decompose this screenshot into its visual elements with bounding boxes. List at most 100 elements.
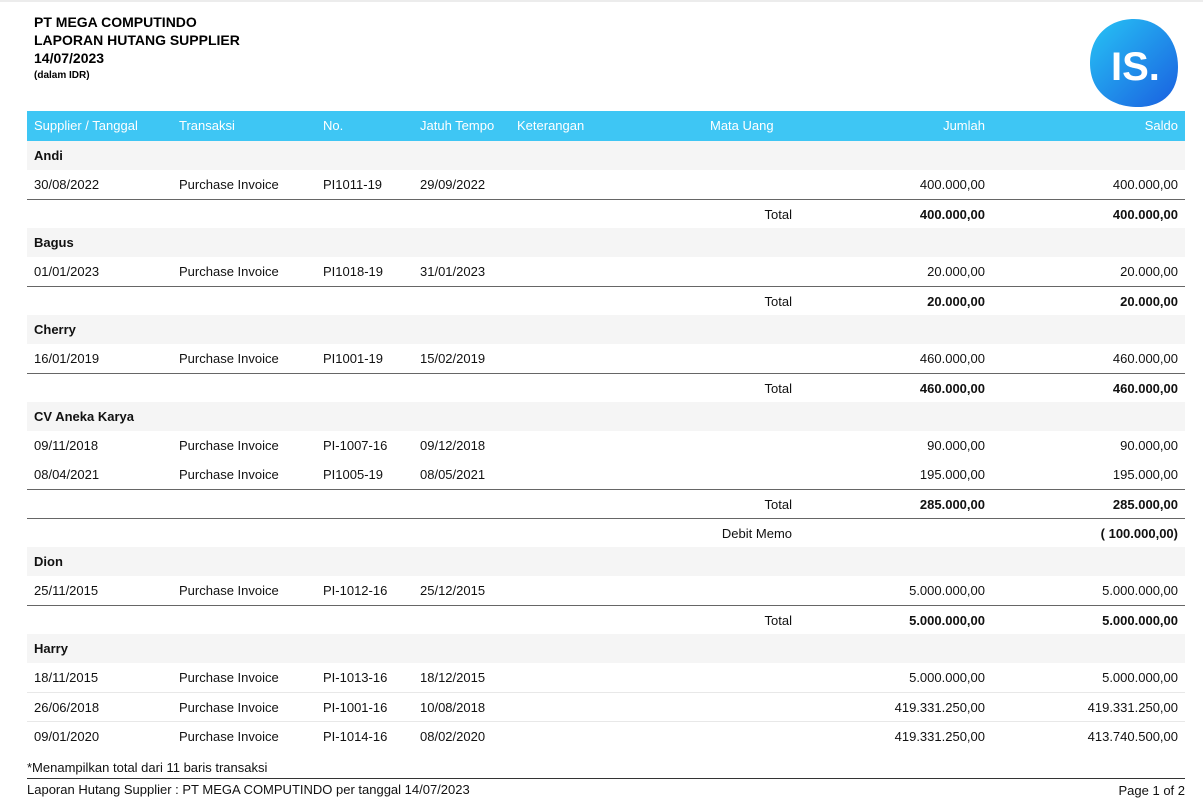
row-balance: 5.000.000,00	[1102, 670, 1178, 685]
table-row: 01/01/2023 Purchase Invoice PI1018-19 31…	[27, 257, 1185, 286]
company-name: PT MEGA COMPUTINDO	[34, 14, 197, 30]
row-date: 30/08/2022	[34, 177, 100, 192]
row-transaction: Purchase Invoice	[179, 438, 279, 453]
total-label: Total	[764, 613, 792, 628]
row-amount: 5.000.000,00	[909, 670, 985, 685]
row-amount: 5.000.000,00	[909, 583, 985, 598]
total-label: Total	[764, 497, 792, 512]
row-date: 25/11/2015	[34, 583, 99, 598]
table-row: 25/11/2015 Purchase Invoice PI-1012-16 2…	[27, 576, 1185, 605]
row-due-date: 09/12/2018	[420, 438, 486, 453]
row-amount: 20.000,00	[927, 264, 985, 279]
footer-divider	[27, 778, 1185, 779]
debit-memo-balance: ( 100.000,00)	[1100, 526, 1178, 541]
row-number: PI-1013-16	[323, 670, 388, 685]
top-border	[0, 0, 1203, 2]
row-transaction: Purchase Invoice	[179, 264, 279, 279]
row-due-date: 31/01/2023	[420, 264, 486, 279]
total-amount: 20.000,00	[927, 294, 985, 309]
row-date: 09/01/2020	[34, 729, 100, 744]
total-amount: 400.000,00	[919, 207, 985, 222]
row-transaction: Purchase Invoice	[179, 729, 279, 744]
report-date: 14/07/2023	[34, 50, 105, 66]
row-amount: 419.331.250,00	[894, 700, 985, 715]
row-balance: 460.000,00	[1112, 351, 1178, 366]
supplier-group-row: CV Aneka Karya	[27, 402, 1185, 431]
row-amount: 90.000,00	[927, 438, 985, 453]
row-transaction: Purchase Invoice	[179, 700, 279, 715]
col-description: Keterangan	[517, 118, 585, 133]
row-number: PI1005-19	[323, 467, 383, 482]
total-label: Total	[764, 207, 792, 222]
rows-note: *Menampilkan total dari 11 baris transak…	[27, 760, 268, 775]
total-row: Total 285.000,00 285.000,00	[27, 489, 1185, 518]
row-date: 18/11/2015	[34, 670, 99, 685]
supplier-group-row: Dion	[27, 547, 1185, 576]
supplier-group-row: Cherry	[27, 315, 1185, 344]
row-transaction: Purchase Invoice	[179, 467, 279, 482]
col-due-date: Jatuh Tempo	[420, 118, 495, 133]
row-date: 26/06/2018	[34, 700, 100, 715]
table-row: 26/06/2018 Purchase Invoice PI-1001-16 1…	[27, 692, 1185, 721]
row-number: PI1001-19	[323, 351, 383, 366]
row-date: 09/11/2018	[34, 438, 99, 453]
total-balance: 400.000,00	[1112, 207, 1178, 222]
row-transaction: Purchase Invoice	[179, 177, 279, 192]
total-label: Total	[764, 294, 792, 309]
row-amount: 419.331.250,00	[894, 729, 985, 744]
footer-report-info: Laporan Hutang Supplier : PT MEGA COMPUT…	[27, 782, 470, 797]
col-currency: Mata Uang	[710, 118, 774, 133]
logo-text: IS.	[1111, 45, 1160, 89]
supplier-group-row: Andi	[27, 141, 1185, 170]
row-number: PI-1014-16	[323, 729, 388, 744]
row-balance: 195.000,00	[1112, 467, 1178, 482]
total-row: Total 400.000,00 400.000,00	[27, 199, 1185, 228]
payables-table: Supplier / Tanggal Transaksi No. Jatuh T…	[27, 111, 1185, 750]
supplier-name: Harry	[34, 641, 68, 656]
row-number: PI-1007-16	[323, 438, 388, 453]
debit-memo-label: Debit Memo	[721, 526, 792, 541]
row-number: PI1011-19	[323, 177, 383, 192]
col-supplier-date: Supplier / Tanggal	[34, 118, 138, 133]
row-due-date: 08/05/2021	[420, 467, 486, 482]
row-number: PI-1001-16	[323, 700, 388, 715]
total-amount: 285.000,00	[919, 497, 985, 512]
row-balance: 419.331.250,00	[1087, 700, 1178, 715]
supplier-name: Andi	[34, 148, 63, 163]
row-amount: 460.000,00	[919, 351, 985, 366]
row-date: 16/01/2019	[34, 351, 100, 366]
col-number: No.	[323, 118, 344, 133]
col-transaction: Transaksi	[179, 118, 235, 133]
total-row: Total 5.000.000,00 5.000.000,00	[27, 605, 1185, 634]
col-balance: Saldo	[1144, 118, 1178, 133]
page-number: Page 1 of 2	[1118, 783, 1186, 798]
report-title: LAPORAN HUTANG SUPPLIER	[34, 32, 240, 48]
row-amount: 195.000,00	[919, 467, 985, 482]
total-balance: 460.000,00	[1112, 381, 1178, 396]
total-balance: 20.000,00	[1120, 294, 1178, 309]
table-header: Supplier / Tanggal Transaksi No. Jatuh T…	[27, 111, 1185, 141]
total-label: Total	[764, 381, 792, 396]
table-row: 18/11/2015 Purchase Invoice PI-1013-16 1…	[27, 663, 1185, 692]
supplier-group-row: Bagus	[27, 228, 1185, 257]
total-row: Total 460.000,00 460.000,00	[27, 373, 1185, 402]
row-balance: 413.740.500,00	[1087, 729, 1178, 744]
table-row: 09/01/2020 Purchase Invoice PI-1014-16 0…	[27, 721, 1185, 750]
row-balance: 20.000,00	[1120, 264, 1178, 279]
row-due-date: 15/02/2019	[420, 351, 486, 366]
col-amount: Jumlah	[943, 118, 985, 133]
row-number: PI-1012-16	[323, 583, 388, 598]
row-balance: 400.000,00	[1112, 177, 1178, 192]
total-balance: 285.000,00	[1112, 497, 1178, 512]
currency-note: (dalam IDR)	[34, 70, 90, 81]
supplier-name: Dion	[34, 554, 63, 569]
row-balance: 5.000.000,00	[1102, 583, 1178, 598]
debit-memo-row: Debit Memo ( 100.000,00)	[27, 518, 1185, 547]
table-row: 08/04/2021 Purchase Invoice PI1005-19 08…	[27, 460, 1185, 489]
supplier-group-row: Harry	[27, 634, 1185, 663]
row-due-date: 08/02/2020	[420, 729, 486, 744]
supplier-name: CV Aneka Karya	[34, 409, 134, 424]
report-header: PT MEGA COMPUTINDO LAPORAN HUTANG SUPPLI…	[34, 13, 240, 85]
table-row: 30/08/2022 Purchase Invoice PI1011-19 29…	[27, 170, 1185, 199]
row-due-date: 29/09/2022	[420, 177, 486, 192]
